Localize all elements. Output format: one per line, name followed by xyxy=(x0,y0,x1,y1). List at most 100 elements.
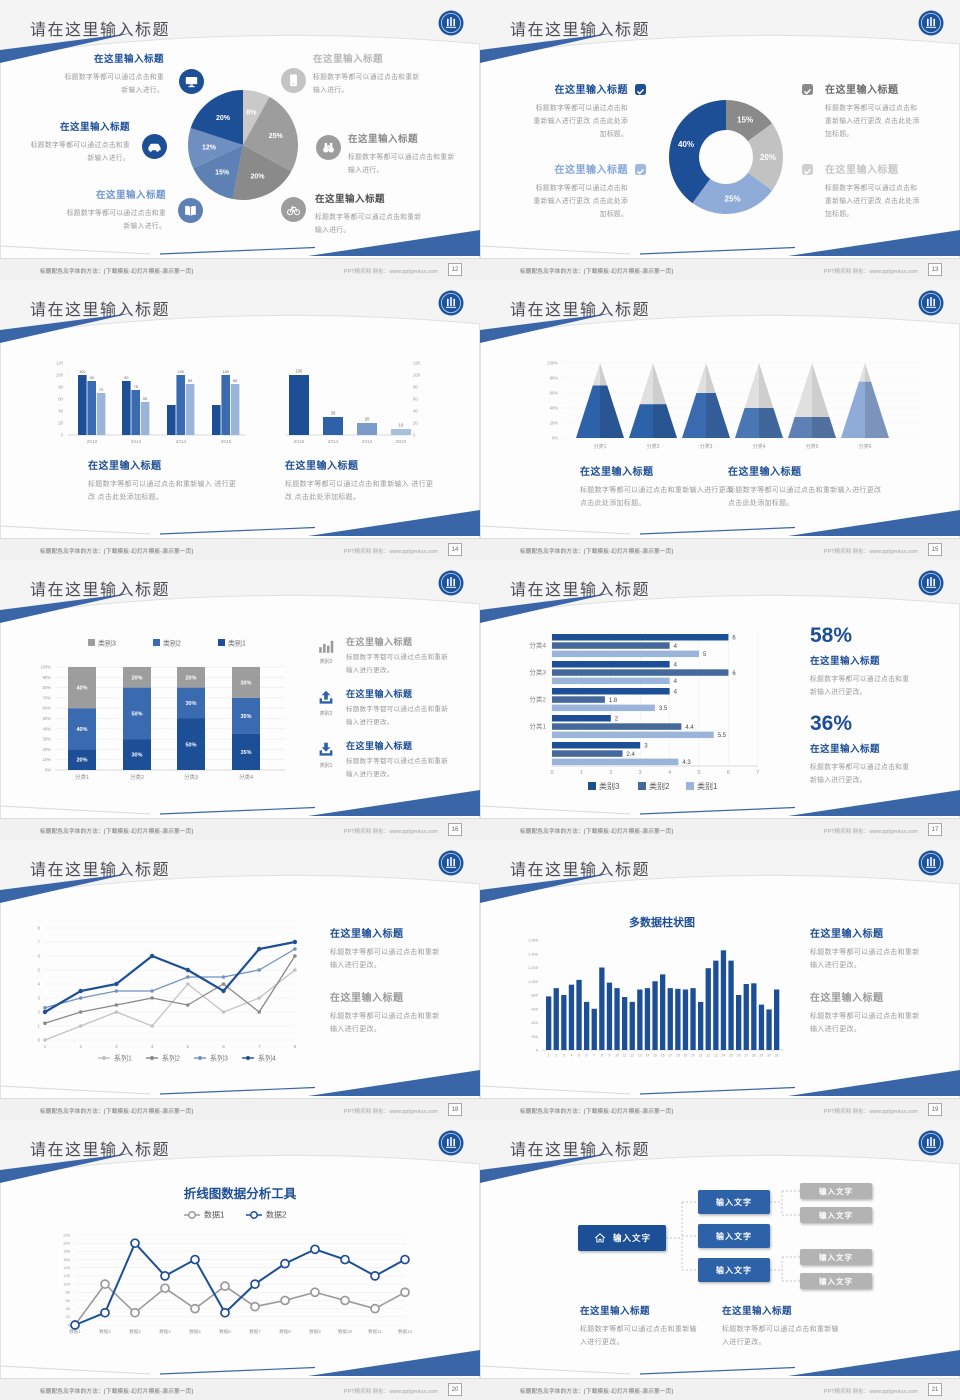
svg-text:100%: 100% xyxy=(40,665,51,670)
leaf-node: 输入文字 xyxy=(800,1183,872,1199)
footer-right-text: PPT精灵网 网址：www.pptgenius.com xyxy=(343,829,438,835)
line-series xyxy=(74,1282,406,1326)
pie-slice xyxy=(243,90,270,145)
pyramid-fill xyxy=(735,408,783,438)
bar xyxy=(212,405,221,435)
svg-text:15: 15 xyxy=(653,1054,657,1058)
callout-body: 标题数字等都可以通过点击和重新输入进行更改。 xyxy=(330,1012,440,1034)
svg-text:2016: 2016 xyxy=(294,439,305,445)
callout-body: 标题数字等都可以通过点击和重新输入进行更改 点击此处添加标题。 xyxy=(533,184,628,219)
checkbox-icon xyxy=(635,84,646,95)
callout: 在这里输入标题 标题数字等都可以通过点击和重新输入进行。 xyxy=(315,194,423,237)
bar xyxy=(552,704,655,712)
pie-slice xyxy=(232,145,292,201)
bar-segment xyxy=(123,739,151,770)
svg-text:90: 90 xyxy=(124,375,129,380)
svg-text:20%: 20% xyxy=(760,153,776,162)
pie-slice xyxy=(187,128,243,169)
slide-content: 15% 20% 25% 40% 在这里输入标题 标题数字等都可以通过点击和重新输入进行更改… xyxy=(480,0,960,280)
svg-text:数据6: 数据6 xyxy=(219,1328,231,1335)
bar xyxy=(652,981,658,1050)
bar xyxy=(660,974,666,1050)
bike-icon xyxy=(280,196,306,222)
bar xyxy=(552,731,714,739)
slide-title: 请在这里输入标题 xyxy=(30,22,171,39)
svg-text:0: 0 xyxy=(550,770,553,776)
svg-text:2014: 2014 xyxy=(176,439,187,445)
svg-text:4: 4 xyxy=(674,662,678,668)
school-logo-icon xyxy=(918,570,944,596)
slide-page-15: 请在这里输入标题 0% 20% 40% 60% 80% 100% 分类1 分类2 分类3 分类4 分… xyxy=(480,280,960,560)
callout-body: 标题数字等都可以通过点击和重新输入进行更改 点击此处添加标题。 xyxy=(825,184,920,219)
bar xyxy=(140,402,150,435)
callout: 在这里输入标题 标题数字等都可以通过点击和重新输入 进行更改 点击此处添加标题。 xyxy=(88,460,240,505)
svg-text:6: 6 xyxy=(732,635,736,641)
bar xyxy=(576,979,582,1050)
footer-left-text: 标题配色及字体的方法：[下载模板-幻灯片模板-演示第一页] xyxy=(40,269,194,275)
svg-text:600: 600 xyxy=(531,1006,538,1011)
svg-text:29: 29 xyxy=(760,1054,764,1058)
footer-left-text: 标题配色及字体的方法：[下载模板-幻灯片模板-演示第一页] xyxy=(40,1109,194,1115)
horizontal-bar-chart: 0 1 2 3 4 5 6 7 分类4 6 4 5 分类3 4 6 4 分类2 4 1.8 3.5 分类1 2 4.4 5.5… xyxy=(529,632,759,791)
bar-chart-icon xyxy=(316,636,336,656)
callout-body: 标题数字等都可以通过点击和重新输入 进行更改 点击此处添加标题。 xyxy=(285,480,434,502)
school-logo-icon xyxy=(438,10,464,36)
svg-text:20%: 20% xyxy=(216,115,231,122)
svg-text:4: 4 xyxy=(151,1044,154,1049)
svg-text:50%: 50% xyxy=(43,716,52,721)
svg-text:分类3: 分类3 xyxy=(184,773,198,781)
callout: 在这里输入标题 标题数字等都可以通过点击和重新输入进行。 xyxy=(348,134,456,177)
footer-left-text: 标题配色及字体的方法：[下载模板-幻灯片模板-演示第一页] xyxy=(40,829,194,835)
svg-text:20%: 20% xyxy=(185,675,196,681)
bar xyxy=(682,989,689,1050)
page-number: 14 xyxy=(448,543,462,556)
svg-text:多数据柱状图: 多数据柱状图 xyxy=(629,915,695,929)
svg-text:0: 0 xyxy=(536,1048,539,1053)
bar xyxy=(713,960,719,1050)
svg-text:20%: 20% xyxy=(131,675,142,681)
svg-text:160: 160 xyxy=(63,1257,70,1262)
slide-page-19: 请在这里输入标题 多数据柱状图 0 200 400 600 800 1,000 1,200 1,… xyxy=(480,840,960,1120)
bar xyxy=(391,429,411,435)
bar xyxy=(591,1008,597,1050)
svg-text:200: 200 xyxy=(63,1240,70,1245)
svg-text:14: 14 xyxy=(646,1054,650,1058)
callout-body: 标题数字等都可以通过点击和重新输入进行更改 点击此处添加标题。 xyxy=(580,486,734,508)
bar xyxy=(357,423,377,435)
svg-text:85: 85 xyxy=(188,378,193,383)
svg-text:2012: 2012 xyxy=(362,439,373,445)
callout-body: 标题数字等都可以通过点击和重新输入进行更改。 xyxy=(330,948,440,970)
slide-decoration xyxy=(0,0,480,256)
svg-text:8: 8 xyxy=(294,1044,297,1049)
slide-footer: 标题配色及字体的方法：[下载模板-幻灯片模板-演示第一页] PPT精灵网 网址：… xyxy=(480,1378,960,1400)
slide-title: 请在这里输入标题 xyxy=(30,302,171,319)
callout-body: 标题数字等都可以通过点击和重新输入进行更改。 xyxy=(810,948,920,970)
svg-text:2014: 2014 xyxy=(328,439,339,445)
svg-text:数据7: 数据7 xyxy=(249,1328,261,1335)
page-number: 13 xyxy=(928,263,942,276)
bar xyxy=(552,750,623,757)
footer-right-text: PPT精灵网 网址：www.pptgenius.com xyxy=(823,1109,918,1115)
stacked-bar-chart: 类别3 类别2 类别1 0% 10% 20% 30% 40% 50% 60% 70% 80% 90% 10… xyxy=(40,639,285,781)
icon-label: 类别1 xyxy=(319,763,333,769)
page-number: 17 xyxy=(928,823,942,836)
column-chart: 多数据柱状图 0 200 400 600 800 1,000 1,200 1,400 1,600 1… xyxy=(528,915,784,1058)
svg-text:20: 20 xyxy=(365,417,370,422)
root-node: 输入文字 xyxy=(578,1225,666,1251)
svg-text:1,400: 1,400 xyxy=(528,951,539,956)
svg-text:15%: 15% xyxy=(215,169,230,176)
svg-text:20%: 20% xyxy=(550,421,559,426)
svg-text:类别2: 类别2 xyxy=(649,781,670,791)
svg-text:60: 60 xyxy=(66,1298,71,1303)
footer-right-text: PPT精灵网 网址：www.pptgenius.com xyxy=(343,269,438,275)
svg-text:25: 25 xyxy=(729,1054,733,1058)
svg-text:20: 20 xyxy=(58,421,63,426)
svg-text:1: 1 xyxy=(580,770,583,776)
bar xyxy=(185,384,195,435)
svg-text:分类2: 分类2 xyxy=(647,443,660,450)
callout-body: 标题数字等都可以通过点击和重新输入进行更改 点击此处添加标题。 xyxy=(728,486,882,508)
callout-title: 在这里输入标题 xyxy=(825,85,899,96)
page-number: 19 xyxy=(928,1103,942,1116)
bar xyxy=(553,988,559,1050)
svg-text:30: 30 xyxy=(331,411,336,416)
